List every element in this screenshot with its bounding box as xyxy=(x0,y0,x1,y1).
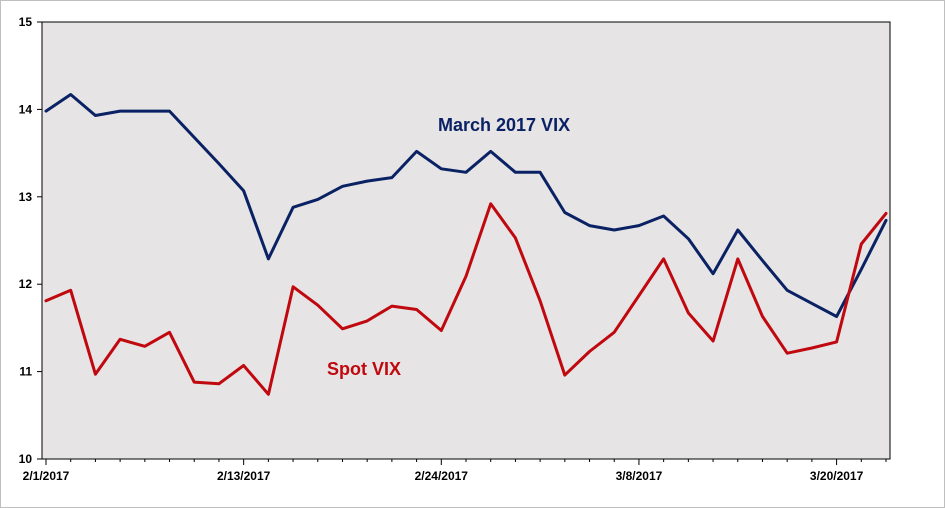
x-tick-label: 3/8/2017 xyxy=(616,469,663,483)
plot-area xyxy=(41,21,891,460)
series-line-march-vix xyxy=(44,93,888,318)
x-tick-label: 2/13/2017 xyxy=(217,469,271,483)
series-lines xyxy=(44,93,888,396)
y-tick-label: 15 xyxy=(19,15,33,29)
y-tick-label: 10 xyxy=(19,452,33,466)
x-tick-label: 3/20/2017 xyxy=(810,469,864,483)
x-tick-label: 2/1/2017 xyxy=(23,469,70,483)
y-axis: 10 11 12 13 14 15 xyxy=(19,15,42,466)
y-tick-label: 13 xyxy=(19,190,33,204)
x-axis: 2/1/2017 2/13/2017 2/24/2017 3/8/2017 3/20/2… xyxy=(23,459,887,483)
y-tick-label: 12 xyxy=(19,277,33,291)
y-tick-label: 11 xyxy=(19,365,32,379)
series-label-march-vix: March 2017 VIX xyxy=(438,115,570,135)
series-line-spot-vix xyxy=(44,202,888,396)
x-tick-label: 2/24/2017 xyxy=(415,469,469,483)
series-label-spot-vix: Spot VIX xyxy=(327,359,401,379)
y-tick-label: 14 xyxy=(19,102,33,116)
